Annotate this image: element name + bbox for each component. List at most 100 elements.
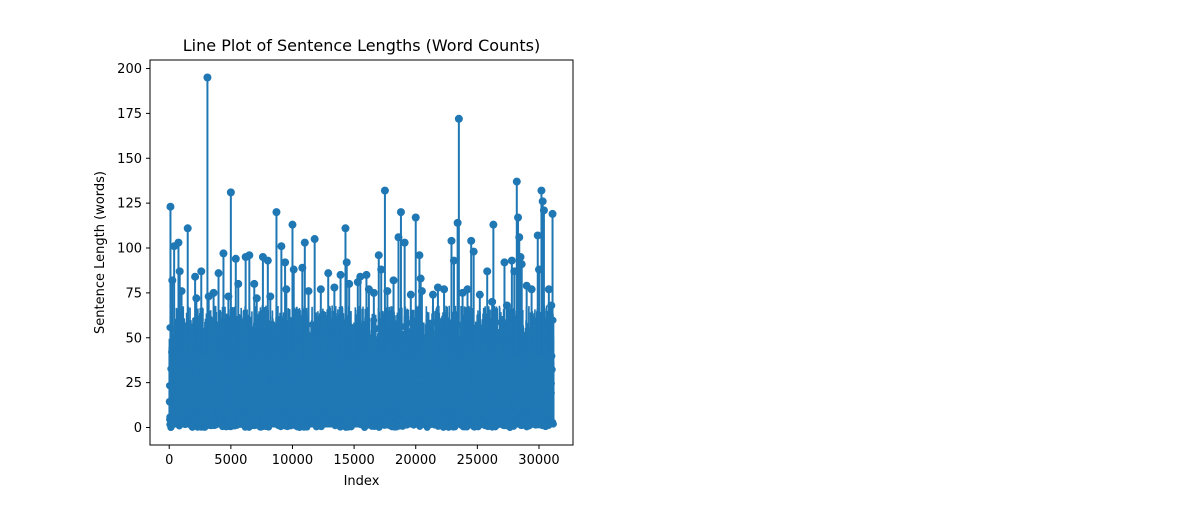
data-point xyxy=(487,378,495,386)
data-point xyxy=(192,294,201,303)
data-point xyxy=(177,287,186,296)
data-point xyxy=(466,360,474,368)
data-point xyxy=(289,265,298,274)
data-point xyxy=(304,287,313,296)
data-point xyxy=(365,379,373,387)
data-point xyxy=(383,416,391,424)
data-point xyxy=(172,410,180,418)
data-point xyxy=(282,422,290,430)
data-point xyxy=(259,408,267,416)
data-point xyxy=(439,374,447,382)
data-point xyxy=(166,202,175,211)
data-point xyxy=(531,391,539,399)
data-point xyxy=(351,401,359,409)
data-point xyxy=(377,265,386,274)
data-point xyxy=(243,401,251,409)
data-point xyxy=(173,399,181,407)
data-point xyxy=(341,224,350,233)
data-point xyxy=(165,382,173,390)
data-point xyxy=(544,395,552,403)
data-point xyxy=(305,366,313,374)
data-point xyxy=(537,186,546,195)
data-point xyxy=(353,366,361,374)
data-point xyxy=(320,370,328,378)
data-point xyxy=(492,392,500,400)
data-point xyxy=(282,363,290,371)
data-point xyxy=(300,417,308,425)
data-point xyxy=(280,386,288,394)
data-point xyxy=(532,421,540,429)
data-point xyxy=(389,276,398,285)
data-point xyxy=(494,418,502,426)
data-point xyxy=(319,419,327,427)
data-point xyxy=(350,410,358,418)
data-point xyxy=(350,393,358,401)
data-point xyxy=(477,410,485,418)
data-point xyxy=(207,409,215,417)
data-point xyxy=(407,377,415,385)
data-point xyxy=(372,374,380,382)
data-point xyxy=(475,290,484,299)
data-point xyxy=(193,381,201,389)
data-point xyxy=(467,236,476,245)
data-point xyxy=(310,235,319,244)
data-point xyxy=(264,386,272,394)
data-point xyxy=(425,407,433,415)
data-point xyxy=(535,370,543,378)
x-axis: 0 5000 10000 15000 20000 25000 30000 xyxy=(165,445,560,468)
data-point xyxy=(463,285,472,294)
data-point xyxy=(216,415,224,423)
y-tick-label: 100 xyxy=(117,242,142,257)
data-point xyxy=(272,208,281,217)
data-point xyxy=(539,417,547,425)
data-point xyxy=(175,267,184,276)
data-point xyxy=(188,412,196,420)
data-point xyxy=(433,283,442,292)
data-point xyxy=(237,362,245,370)
y-tick-label: 200 xyxy=(117,62,142,77)
data-point xyxy=(374,251,383,260)
data-point xyxy=(398,420,406,428)
data-point xyxy=(234,372,242,380)
data-point xyxy=(453,218,462,227)
data-point xyxy=(469,409,477,417)
data-point xyxy=(196,396,204,404)
data-point xyxy=(313,412,321,420)
data-point xyxy=(279,403,287,411)
data-point xyxy=(294,378,302,386)
data-point xyxy=(547,380,555,388)
data-point xyxy=(333,410,341,418)
data-point xyxy=(245,251,254,260)
data-point xyxy=(539,206,548,215)
data-point xyxy=(227,414,235,422)
data-point xyxy=(441,359,449,367)
data-point xyxy=(324,269,333,278)
data-point xyxy=(227,369,235,377)
data-point xyxy=(548,209,557,218)
data-point xyxy=(525,359,533,367)
data-point xyxy=(415,251,424,260)
data-point xyxy=(190,393,198,401)
data-point xyxy=(390,383,398,391)
data-point xyxy=(396,208,405,217)
data-point xyxy=(196,390,204,398)
data-point xyxy=(498,381,506,389)
data-point xyxy=(242,415,250,423)
data-point xyxy=(225,397,233,405)
data-point xyxy=(462,331,470,339)
data-point xyxy=(251,394,259,402)
y-tick-label: 150 xyxy=(117,152,142,167)
data-point xyxy=(507,256,516,265)
data-point xyxy=(325,409,333,417)
data-point xyxy=(524,371,532,379)
data-point xyxy=(517,260,526,269)
data-point xyxy=(336,395,344,403)
data-point xyxy=(454,384,462,392)
data-point xyxy=(266,292,275,301)
data-point xyxy=(525,422,533,430)
data-point xyxy=(508,378,516,386)
data-point xyxy=(246,357,254,365)
y-tick-label: 0 xyxy=(134,421,142,436)
